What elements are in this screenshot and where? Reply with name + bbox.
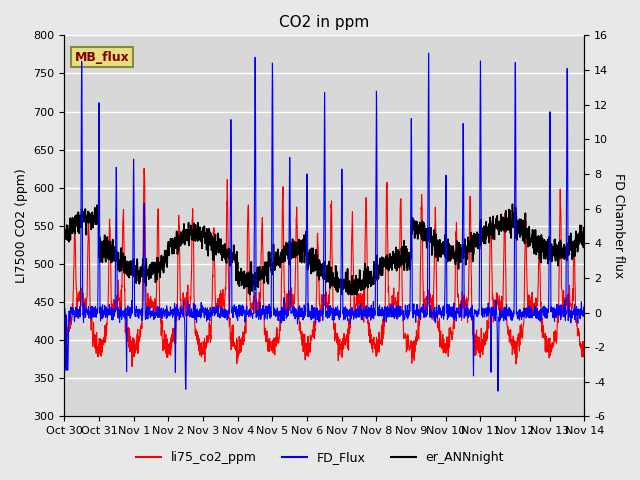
Text: MB_flux: MB_flux [75, 50, 129, 63]
Y-axis label: FD Chamber flux: FD Chamber flux [612, 173, 625, 278]
Legend: li75_co2_ppm, FD_Flux, er_ANNnight: li75_co2_ppm, FD_Flux, er_ANNnight [131, 446, 509, 469]
Y-axis label: LI7500 CO2 (ppm): LI7500 CO2 (ppm) [15, 168, 28, 283]
Title: CO2 in ppm: CO2 in ppm [279, 15, 369, 30]
